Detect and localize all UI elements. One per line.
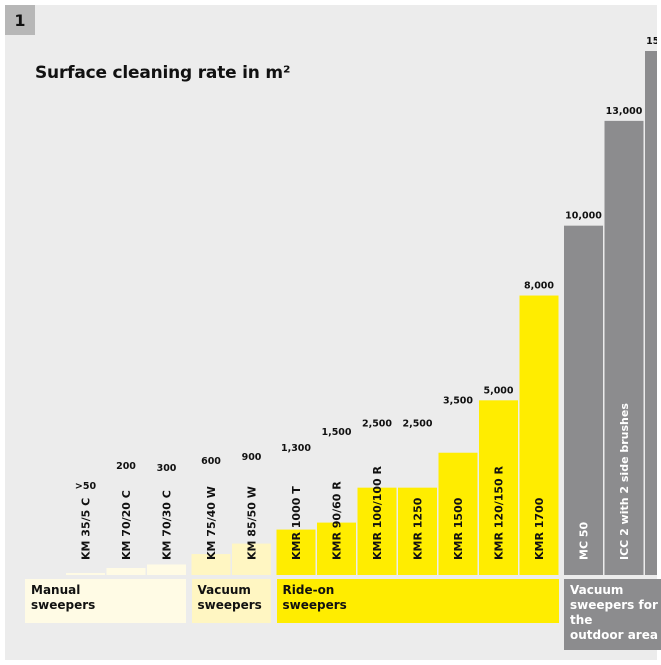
- category-label: KMR 100/100 R: [371, 465, 384, 560]
- category-group-box: Manual sweepers: [25, 579, 186, 623]
- value-label: 5,000: [483, 385, 513, 396]
- category-group-box: Ride-on sweepers: [276, 579, 559, 623]
- figure-number-badge: 1: [5, 5, 35, 35]
- category-group-box: Vacuum sweepers: [191, 579, 271, 623]
- bar: [564, 225, 603, 575]
- chart-title: Surface cleaning rate in m²: [35, 63, 291, 83]
- value-label: 2,500: [402, 419, 432, 430]
- bar: [66, 573, 105, 575]
- category-label: KMR 1250: [412, 497, 425, 560]
- chart-panel: 1 Surface cleaning rate in m² >50 KM 35/5…: [5, 5, 661, 660]
- category-group-label: outdoor area: [570, 628, 658, 642]
- category-group-label: sweepers for the: [570, 598, 658, 627]
- value-label: >50: [75, 481, 97, 492]
- category-group-label: Vacuum: [197, 583, 251, 597]
- bar: [479, 400, 518, 575]
- value-label: 600: [201, 456, 221, 467]
- bar: [438, 452, 478, 575]
- value-label: 8,000: [524, 281, 554, 292]
- bar: [147, 564, 186, 575]
- category-group-label: sweepers: [282, 598, 347, 612]
- bar: [191, 554, 231, 575]
- category-label: KMR 1000 T: [290, 486, 303, 560]
- value-label: 1,300: [281, 443, 311, 454]
- category-label: MC 50: [578, 521, 591, 560]
- category-label: KMR 1500: [452, 497, 465, 560]
- category-label: KM 70/30 C: [161, 490, 174, 560]
- category-label: ICC 2 with 2 side brushes: [618, 403, 631, 560]
- value-label: 1,500: [321, 427, 351, 438]
- bar: [357, 487, 397, 575]
- bar: [106, 568, 146, 575]
- bar: [276, 529, 316, 575]
- value-label: 15,000: [646, 36, 657, 47]
- bar: [317, 522, 356, 575]
- value-label: 10,000: [565, 211, 602, 222]
- value-label: 300: [157, 463, 177, 474]
- category-label: KM 70/20 C: [120, 490, 133, 560]
- bar: [645, 51, 657, 575]
- value-label: 900: [242, 452, 262, 463]
- category-group-label: Vacuum: [570, 583, 624, 597]
- category-label: KM 35/5 C: [80, 498, 93, 560]
- category-label: KMR 1700: [533, 497, 546, 560]
- value-label: 13,000: [606, 106, 643, 117]
- category-group-label: Ride-on: [282, 583, 335, 597]
- value-label: 200: [116, 461, 136, 472]
- bar: [519, 295, 559, 575]
- bar: [232, 543, 271, 575]
- category-group-box: Vacuum sweepers for the outdoor area: [564, 579, 661, 650]
- bar: [604, 120, 644, 575]
- category-label: KMR 120/150 R: [493, 465, 506, 560]
- category-group-label: sweepers: [197, 598, 262, 612]
- category-label: KM 75/40 W: [205, 486, 218, 560]
- category-group-label: Manual: [31, 583, 81, 597]
- category-label: KM 85/50 W: [246, 486, 259, 560]
- value-label: 3,500: [443, 396, 473, 407]
- value-label: 2,500: [362, 419, 392, 430]
- category-group-label: sweepers: [31, 598, 96, 612]
- bar-chart: >50 KM 35/5 C 200 KM 70/20 C 300 KM 70/30 C 60…: [66, 36, 657, 575]
- bar: [398, 487, 437, 575]
- category-label: KMR 90/60 R: [331, 481, 344, 560]
